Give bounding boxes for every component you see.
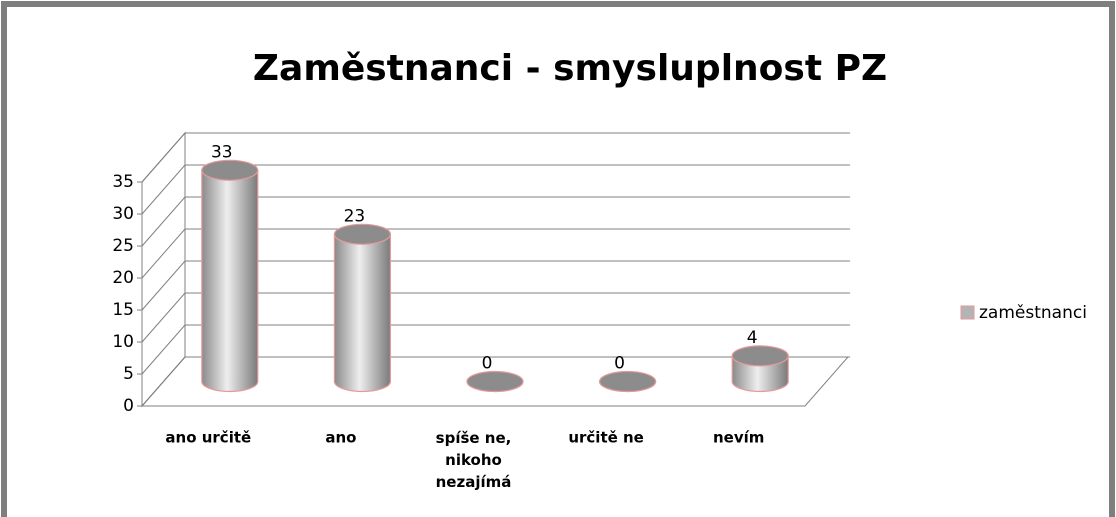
bar-top — [333, 223, 391, 245]
x-tick-label: nevím — [713, 429, 764, 447]
grid-line — [141, 228, 850, 279]
data-label: 0 — [614, 354, 625, 374]
y-tick-label: 15 — [112, 300, 134, 320]
grid-line — [141, 164, 850, 215]
y-tick-label: 20 — [112, 268, 134, 288]
x-tick-label: ano — [325, 429, 356, 447]
bar-top — [731, 345, 789, 367]
data-label: 4 — [747, 328, 758, 348]
bar-top — [201, 159, 259, 181]
x-tick-label: určitě ne — [568, 429, 644, 447]
y-tick-label: 10 — [112, 332, 134, 352]
grid-line — [141, 132, 850, 183]
data-label: 0 — [482, 354, 493, 374]
x-tick-label: ano určitě — [165, 429, 251, 447]
bar-top — [466, 370, 524, 393]
data-label: 23 — [344, 206, 366, 226]
legend-swatch — [960, 305, 975, 320]
bar — [201, 169, 259, 393]
bar — [333, 233, 391, 393]
grid-line — [141, 356, 850, 407]
y-tick-label: 25 — [112, 236, 134, 256]
x-tick-label: spíše ne, nikoho nezajímá — [436, 429, 512, 491]
grid-line — [141, 292, 850, 343]
y-tick-label: 35 — [112, 172, 134, 192]
y-tick-label: 5 — [123, 364, 134, 384]
legend-label: zaměstnanci — [979, 303, 1087, 323]
grid-line — [141, 324, 850, 375]
y-tick-label: 30 — [112, 204, 134, 224]
bar-top — [598, 370, 657, 393]
grid-line — [141, 260, 850, 311]
data-label: 33 — [211, 142, 233, 162]
y-tick-label: 0 — [123, 396, 134, 416]
grid-line — [141, 196, 850, 247]
chart-title: Zaměstnanci - smysluplnost PZ — [253, 48, 887, 89]
